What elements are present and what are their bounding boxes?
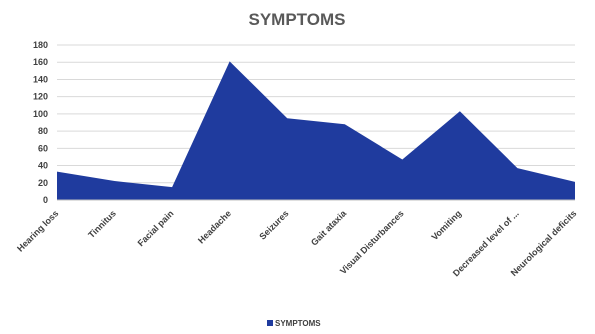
legend-label: SYMPTOMS <box>275 319 321 328</box>
x-tick-label: Decreased level of ... <box>451 208 521 278</box>
x-tick-label: Tinnitus <box>86 208 118 240</box>
x-tick-label: Seizures <box>257 208 290 241</box>
y-tick-label: 100 <box>33 109 48 119</box>
x-tick-label: Gait ataxia <box>309 208 349 248</box>
x-tick-label: Facial pain <box>136 208 176 248</box>
x-tick-label: Vomiting <box>429 208 463 242</box>
y-tick-label: 20 <box>38 178 48 188</box>
y-tick-label: 140 <box>33 74 48 84</box>
x-tick-label: Hearing loss <box>15 208 60 253</box>
legend-swatch <box>267 320 273 326</box>
area-series <box>56 61 576 200</box>
gridlines <box>57 44 575 184</box>
area-fill <box>57 61 575 200</box>
y-tick-label: 160 <box>33 57 48 67</box>
x-axis-ticks: Hearing loss Tinnitus Facial pain Headache S… <box>15 208 578 279</box>
y-tick-label: 180 <box>33 40 48 50</box>
y-tick-label: 40 <box>38 161 48 171</box>
y-tick-label: 80 <box>38 126 48 136</box>
y-tick-label: 60 <box>38 143 48 153</box>
y-tick-label: 0 <box>43 195 48 205</box>
chart-title: SYMPTOMS <box>249 10 346 29</box>
y-tick-label: 120 <box>33 92 48 102</box>
x-tick-label: Headache <box>196 208 233 245</box>
legend: SYMPTOMS <box>267 319 321 328</box>
x-tick-label: Visual Disturbances <box>338 208 406 276</box>
y-axis-ticks: 0 20 40 60 80 100 120 140 160 180 <box>33 40 48 205</box>
x-tick-label: Neurological deficits <box>509 208 579 278</box>
